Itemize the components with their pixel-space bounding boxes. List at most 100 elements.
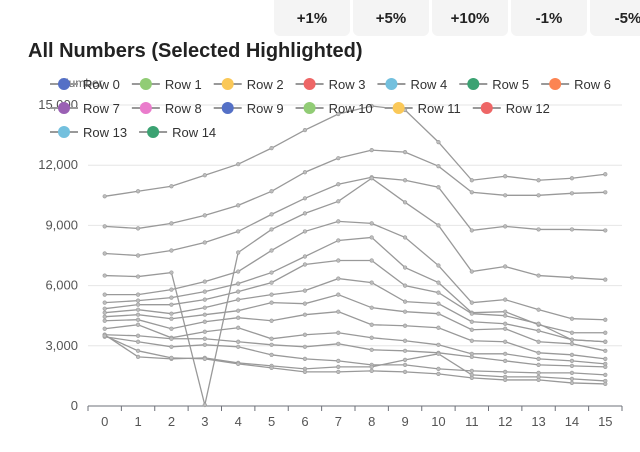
data-point [369, 347, 374, 352]
data-point [236, 308, 241, 313]
legend-label: Row 11 [418, 101, 461, 116]
series-line [102, 219, 608, 322]
legend-item[interactable]: Row 7 [50, 101, 120, 116]
legend-item[interactable]: Row 13 [50, 125, 127, 140]
data-point [503, 264, 508, 269]
data-point [302, 229, 308, 234]
data-point [503, 326, 508, 331]
data-point [436, 325, 441, 330]
data-point [135, 274, 141, 279]
data-point [536, 193, 541, 198]
series-line [102, 332, 608, 369]
data-point [503, 369, 508, 374]
data-point [436, 140, 441, 145]
data-point [436, 164, 441, 169]
legend-item[interactable]: Row 5 [459, 77, 529, 92]
data-point [503, 351, 508, 356]
data-point [436, 263, 441, 268]
data-point [135, 322, 141, 327]
data-point [102, 310, 107, 315]
series-path [104, 149, 606, 230]
data-point [469, 178, 474, 183]
legend-item[interactable]: Row 9 [213, 101, 284, 116]
x-tick-label: 4 [235, 414, 242, 429]
x-tick-label: 13 [531, 414, 545, 429]
data-point [469, 319, 474, 324]
data-point [202, 402, 207, 408]
legend-item[interactable]: Row 3 [295, 77, 366, 92]
data-point [202, 289, 207, 294]
data-point [202, 356, 207, 361]
legend-item[interactable]: Row 12 [472, 101, 550, 116]
legend-item[interactable]: Row 6 [541, 77, 611, 92]
data-point [269, 336, 274, 341]
legend-label: Row 4 [410, 77, 447, 92]
legend-item[interactable]: Row 8 [131, 101, 202, 116]
series-line [102, 309, 608, 361]
legend-item[interactable]: Row 1 [131, 77, 202, 92]
legend-item[interactable]: Row 14 [139, 125, 216, 140]
x-tick-label: 1 [134, 414, 141, 429]
data-point [436, 223, 441, 228]
data-point [236, 315, 241, 320]
minus-5-percent-button[interactable]: -5% [590, 0, 640, 36]
data-point [603, 277, 608, 282]
data-point [269, 318, 274, 323]
data-point [402, 235, 408, 240]
data-point [202, 336, 207, 341]
data-point [336, 156, 341, 161]
minus-1-percent-button[interactable]: -1% [511, 0, 587, 36]
legend-label: Row 0 [83, 77, 120, 92]
series-path [104, 335, 606, 385]
data-point [269, 212, 274, 217]
data-point [402, 323, 408, 328]
data-point [536, 321, 541, 326]
data-point [302, 356, 308, 361]
plus-5-percent-button[interactable]: +5% [353, 0, 429, 36]
data-point [169, 326, 174, 331]
plus-10-percent-button[interactable]: +10% [432, 0, 508, 36]
legend-item[interactable]: Row 2 [213, 77, 284, 92]
data-point [135, 354, 141, 359]
data-point [102, 333, 107, 338]
data-point [369, 364, 374, 369]
data-point [569, 376, 575, 382]
data-point [402, 369, 408, 374]
legend-marker [139, 78, 152, 90]
data-point [603, 381, 608, 387]
data-point [569, 330, 575, 335]
data-point [336, 238, 341, 243]
series-path [104, 105, 606, 197]
data-point [202, 213, 207, 218]
data-point [102, 318, 107, 323]
x-tick-label: 2 [168, 414, 175, 429]
data-point [236, 203, 241, 208]
data-point [302, 288, 308, 293]
series-line [102, 103, 608, 199]
x-tick-label: 5 [268, 414, 275, 429]
legend-item[interactable]: Row 11 [384, 101, 461, 116]
data-point [402, 362, 408, 367]
series-line [102, 235, 608, 335]
data-point [202, 319, 207, 324]
series-line [102, 334, 608, 377]
data-point [503, 224, 508, 229]
data-point [236, 269, 241, 274]
plus-1-percent-button[interactable]: +1% [274, 0, 350, 36]
series-path [104, 176, 606, 257]
data-point [369, 258, 374, 263]
legend-item[interactable]: Row 4 [377, 77, 447, 92]
y-tick-label: 6,000 [45, 278, 78, 293]
y-tick-label: 12,000 [38, 157, 78, 172]
legend-item[interactable]: Row 10 [295, 101, 373, 116]
data-point [202, 305, 207, 310]
data-point [135, 292, 141, 297]
data-point [402, 348, 408, 353]
x-tick-label: 15 [598, 414, 612, 429]
data-point [536, 328, 541, 333]
data-point [436, 366, 441, 371]
legend-item[interactable]: Row 0 [50, 77, 120, 92]
data-point [202, 240, 207, 245]
data-point [503, 339, 508, 344]
data-point [135, 312, 141, 317]
